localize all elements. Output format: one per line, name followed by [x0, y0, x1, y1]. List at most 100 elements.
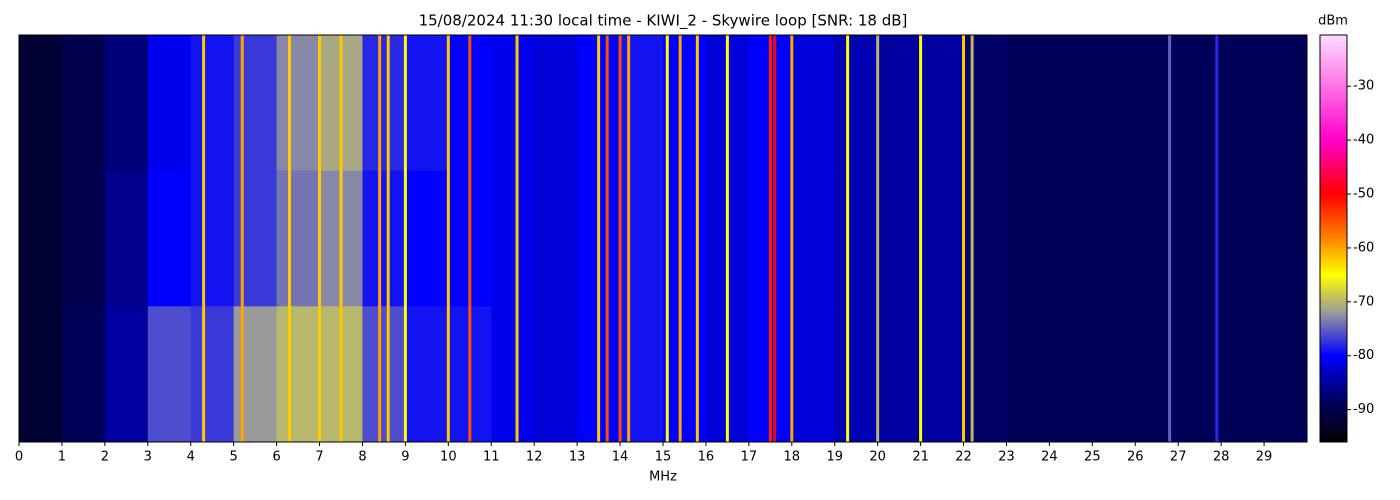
x-tick-label: 20	[869, 450, 886, 465]
heatmap-cell	[963, 35, 1007, 172]
x-tick-label: 24	[1041, 450, 1058, 465]
heatmap-cell	[791, 306, 836, 443]
heatmap-cell	[534, 35, 578, 172]
x-tick-label: 3	[144, 450, 152, 465]
signal-line	[725, 35, 729, 442]
x-axis-label: MHz	[649, 470, 677, 485]
signal-line	[695, 35, 699, 442]
heatmap-cell	[19, 170, 63, 307]
signal-line	[1215, 35, 1219, 442]
x-tick-label: 15	[655, 450, 672, 465]
heatmap-cell	[1221, 35, 1265, 172]
heatmap-cell	[920, 170, 965, 307]
signal-line	[446, 35, 450, 442]
x-tick-label: 6	[272, 450, 280, 465]
heatmap-cell	[1178, 306, 1222, 443]
x-tick-label: 18	[784, 450, 801, 465]
heatmap-cell	[920, 35, 965, 172]
heatmap-cell	[877, 306, 922, 443]
chart-title: 15/08/2024 11:30 local time - KIWI_2 - S…	[419, 12, 908, 31]
heatmap-cell	[1049, 306, 1093, 443]
heatmap-cell	[1049, 170, 1093, 307]
heatmap-cell	[61, 170, 106, 307]
signal-line	[768, 35, 772, 442]
heatmap-cell	[362, 170, 406, 307]
x-tick-label: 13	[569, 450, 586, 465]
x-tick-label: 5	[230, 450, 238, 465]
heatmap-cell	[620, 170, 664, 307]
heatmap-cell	[791, 170, 836, 307]
signal-line	[773, 35, 777, 442]
heatmap-cell	[1135, 170, 1179, 307]
signal-line	[678, 35, 682, 442]
heatmap-cell	[362, 306, 406, 443]
heatmap-cell	[877, 170, 922, 307]
x-tick-label: 7	[315, 450, 323, 465]
x-tick-label: 0	[15, 450, 23, 465]
heatmap-cell	[362, 35, 406, 172]
heatmap-cell	[190, 35, 235, 172]
heatmap-cell	[663, 306, 707, 443]
signal-line	[1168, 35, 1172, 442]
heatmap-cell	[19, 35, 63, 172]
x-tick-label: 28	[1213, 450, 1230, 465]
heatmap-cell	[1092, 170, 1136, 307]
x-tick-label: 26	[1127, 450, 1144, 465]
heatmap-cell	[233, 35, 278, 172]
heatmap-cell	[791, 35, 836, 172]
heatmap-cell	[104, 35, 149, 172]
signal-line	[962, 35, 966, 442]
x-tick-label: 22	[955, 450, 972, 465]
signal-line	[378, 35, 382, 442]
signal-line	[403, 35, 407, 442]
heatmap-cell	[147, 35, 192, 172]
heatmap-cell	[19, 306, 63, 443]
x-tick-label: 9	[401, 450, 409, 465]
x-tick-label: 21	[912, 450, 929, 465]
signal-line	[386, 35, 390, 442]
signal-line	[240, 35, 244, 442]
heatmap-cell	[534, 306, 578, 443]
heatmap-cell	[1264, 35, 1308, 172]
x-tick-label: 10	[440, 450, 457, 465]
signal-line	[339, 35, 343, 442]
signal-line	[790, 35, 794, 442]
colorbar	[1319, 34, 1348, 443]
heatmap-cell	[104, 306, 149, 443]
heatmap-cell	[1092, 306, 1136, 443]
heatmap-cell	[1178, 170, 1222, 307]
signal-line	[287, 35, 291, 442]
heatmap-cell	[405, 170, 449, 307]
signal-line	[202, 35, 206, 442]
x-tick-label: 16	[698, 450, 715, 465]
signal-line	[597, 35, 601, 442]
colorbar-tick-label: -70	[1353, 294, 1374, 309]
x-tick-label: 29	[1256, 450, 1273, 465]
heatmap-cell	[1221, 306, 1265, 443]
x-tick-label: 14	[612, 450, 629, 465]
heatmap-cell	[491, 170, 535, 307]
signal-line	[970, 35, 974, 442]
signal-line	[318, 35, 322, 442]
heatmap-cell	[877, 35, 922, 172]
heatmap-cell	[1049, 35, 1093, 172]
heatmap-cell	[1135, 35, 1179, 172]
heatmap-cell	[834, 170, 879, 307]
heatmap-cell	[534, 170, 578, 307]
heatmap-cell	[1264, 306, 1308, 443]
heatmap-cell	[276, 170, 321, 307]
heatmap-cell	[1092, 35, 1136, 172]
colorbar-tick-label: -80	[1353, 348, 1374, 363]
heatmap-cell	[920, 306, 965, 443]
signal-line	[618, 35, 622, 442]
heatmap-cell	[61, 306, 106, 443]
x-tick-label: 1	[58, 450, 66, 465]
heatmap-cell	[663, 170, 707, 307]
heatmap-cell	[620, 35, 664, 172]
signal-line	[846, 35, 850, 442]
heatmap-cell	[963, 170, 1007, 307]
colorbar-tick-label: -40	[1353, 133, 1374, 148]
heatmap-cell	[147, 306, 192, 443]
heatmap-cell	[104, 170, 149, 307]
